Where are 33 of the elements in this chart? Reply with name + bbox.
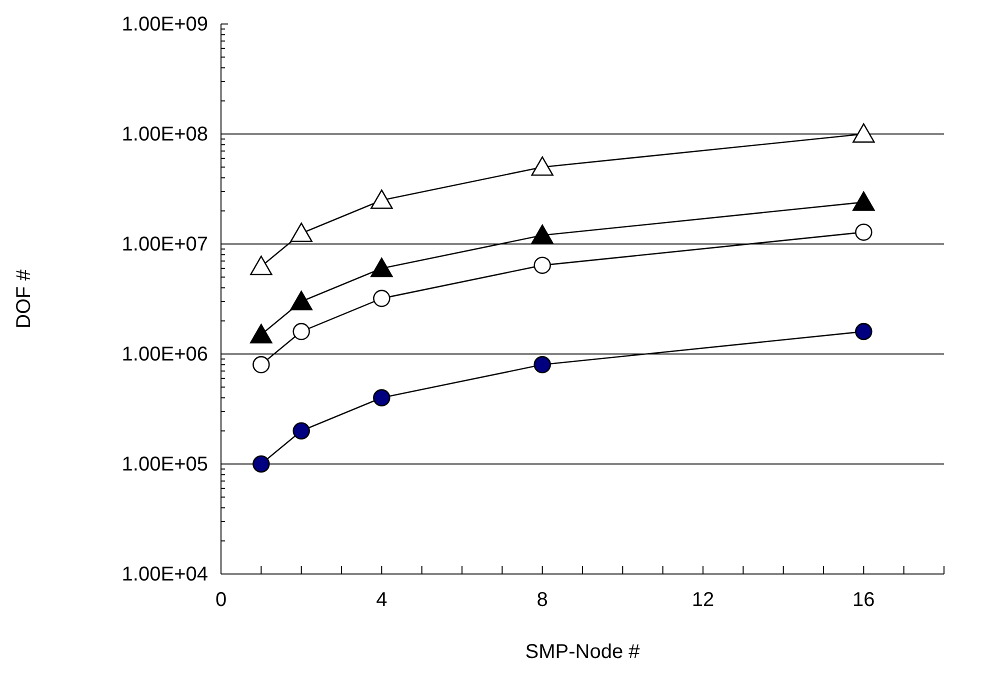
point [852, 191, 875, 211]
x-tick-label: 4 [376, 589, 388, 612]
x-tick-label: 0 [215, 589, 227, 612]
point [855, 224, 872, 241]
x-tick-label: 16 [852, 589, 875, 612]
point [370, 189, 393, 209]
y-tick-label: 1.00E+09 [122, 13, 208, 36]
y-tick-label: 1.00E+05 [122, 453, 208, 476]
point [373, 290, 390, 308]
y-tick-label: 1.00E+08 [122, 123, 208, 146]
point [250, 256, 272, 276]
point [855, 322, 872, 340]
point [370, 258, 393, 278]
point [531, 224, 554, 244]
point [534, 256, 551, 274]
point [292, 322, 310, 340]
point [292, 422, 310, 440]
x-tick-label: 8 [536, 589, 548, 612]
x-axis-title: SMP-Node # [525, 641, 641, 663]
point [373, 389, 390, 406]
y-tick-label: 1.00E+06 [122, 343, 208, 366]
y-tick-label: 1.00E+07 [122, 233, 208, 256]
x-tick-label: 12 [692, 589, 714, 612]
point [534, 356, 551, 374]
point [250, 324, 272, 344]
y-axis-title: DOF # [13, 268, 35, 328]
point [290, 222, 312, 242]
y-tick-label: 1.00E+04 [122, 563, 208, 586]
point [852, 123, 875, 143]
point [252, 356, 270, 374]
point [290, 290, 312, 310]
point [252, 455, 270, 473]
point [531, 156, 554, 176]
